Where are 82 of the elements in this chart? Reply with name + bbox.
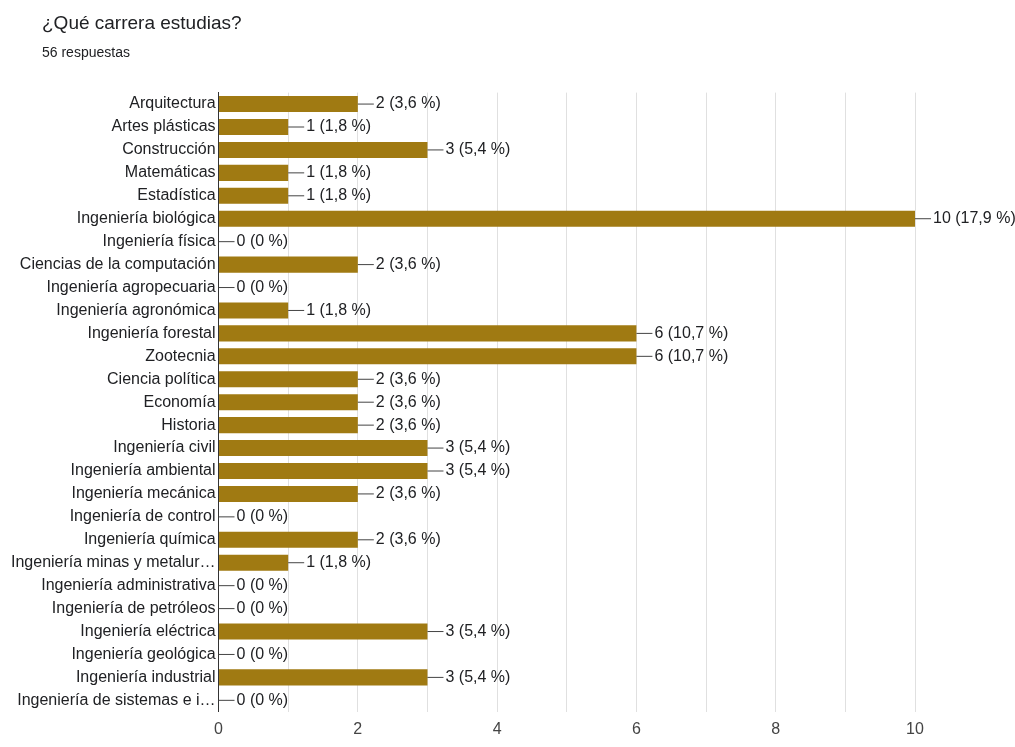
y-tick-label: Historia: [161, 415, 216, 433]
y-tick-label: Ingeniería química: [83, 530, 216, 548]
y-tick-label: Ingeniería de sistemas e i…: [17, 690, 216, 708]
bar: [219, 348, 637, 365]
bar: [219, 554, 289, 571]
bar: [219, 96, 358, 113]
data-label: 3 (5,4 %): [445, 438, 511, 456]
data-label: 2 (3,6 %): [375, 255, 441, 273]
y-tick-label: Ingeniería física: [102, 232, 216, 250]
x-tick-label: 8: [771, 719, 781, 737]
bar: [219, 256, 358, 273]
bar: [219, 302, 289, 319]
data-label: 3 (5,4 %): [445, 140, 511, 158]
bar: [219, 531, 358, 548]
data-label: 2 (3,6 %): [375, 484, 441, 502]
data-label: 1 (1,8 %): [306, 186, 372, 204]
data-label: 2 (3,6 %): [375, 530, 441, 548]
data-label: 6 (10,7 %): [654, 346, 729, 364]
y-tick-label: Ingeniería agropecuaria: [46, 277, 216, 295]
x-tick-label: 10: [906, 719, 924, 737]
y-tick-label: Ingeniería ambiental: [70, 461, 216, 479]
text: 56 respuestas: [42, 44, 130, 60]
bar: [219, 462, 428, 480]
y-tick-label: Ingeniería civil: [113, 438, 216, 456]
bar: [219, 141, 428, 158]
bar: [219, 187, 289, 204]
data-label: 10 (17,9 %): [933, 209, 1015, 227]
bar: [219, 164, 289, 181]
bar: [219, 371, 358, 388]
y-tick-label: Ingeniería geológica: [71, 644, 216, 662]
y-tick-label: Matemáticas: [124, 163, 216, 181]
y-tick-label: Estadística: [137, 186, 216, 204]
x-tick-label: 2: [353, 719, 363, 737]
y-tick-label: Ingeniería de control: [69, 507, 216, 525]
data-label: 0 (0 %): [236, 277, 289, 295]
y-tick-label: Ciencias de la computación: [19, 255, 216, 273]
bar: [219, 623, 428, 640]
data-label: 0 (0 %): [236, 232, 289, 250]
data-label: 2 (3,6 %): [375, 94, 441, 112]
y-tick-label: Economía: [143, 392, 216, 410]
data-label: 2 (3,6 %): [375, 392, 441, 410]
data-label: 6 (10,7 %): [654, 323, 729, 341]
bar: [219, 417, 358, 434]
data-label: 1 (1,8 %): [306, 163, 372, 181]
y-tick-label: Ingeniería industrial: [75, 667, 216, 685]
data-label: 0 (0 %): [236, 599, 289, 617]
y-tick-label: Ingeniería agronómica: [56, 300, 216, 318]
y-tick-label: Artes plásticas: [111, 117, 216, 135]
bar: [219, 669, 428, 686]
data-label: 0 (0 %): [236, 576, 289, 594]
data-label: 1 (1,8 %): [306, 553, 372, 571]
data-label: 1 (1,8 %): [306, 300, 372, 318]
data-label: 3 (5,4 %): [445, 667, 511, 685]
x-tick-label: 4: [492, 719, 502, 737]
data-label: 2 (3,6 %): [375, 369, 441, 387]
y-tick-label: Ingeniería eléctrica: [80, 621, 216, 639]
y-tick-label: Ingeniería de petróleos: [51, 599, 216, 617]
bar: [219, 210, 915, 227]
chart-title: ¿Qué carrera estudias?: [42, 12, 242, 34]
y-tick-label: Ingeniería forestal: [87, 323, 216, 341]
bar: [219, 325, 637, 342]
data-label: 3 (5,4 %): [445, 461, 511, 479]
y-tick-label: Ingeniería mecánica: [71, 484, 216, 502]
data-label: 0 (0 %): [236, 507, 289, 525]
bar: [219, 118, 289, 136]
data-label: 0 (0 %): [236, 644, 289, 662]
y-tick-label: Arquitectura: [129, 94, 216, 112]
data-label: 3 (5,4 %): [445, 621, 511, 639]
x-tick-label: 0: [214, 719, 224, 737]
y-tick-label: Ciencia política: [107, 369, 216, 387]
y-tick-label: Ingeniería minas y metalur…: [11, 553, 216, 571]
y-tick-label: Construcción: [122, 140, 216, 158]
bar: [219, 485, 358, 502]
bar: [219, 440, 428, 457]
data-label: 2 (3,6 %): [375, 415, 441, 433]
y-tick-label: Zootecnia: [145, 346, 216, 364]
x-tick-label: 6: [631, 719, 641, 737]
y-tick-label: Ingeniería biológica: [76, 209, 216, 227]
data-label: 0 (0 %): [236, 690, 289, 708]
bar: [219, 394, 358, 411]
y-tick-label: Ingeniería administrativa: [41, 576, 216, 594]
data-label: 1 (1,8 %): [306, 117, 372, 135]
